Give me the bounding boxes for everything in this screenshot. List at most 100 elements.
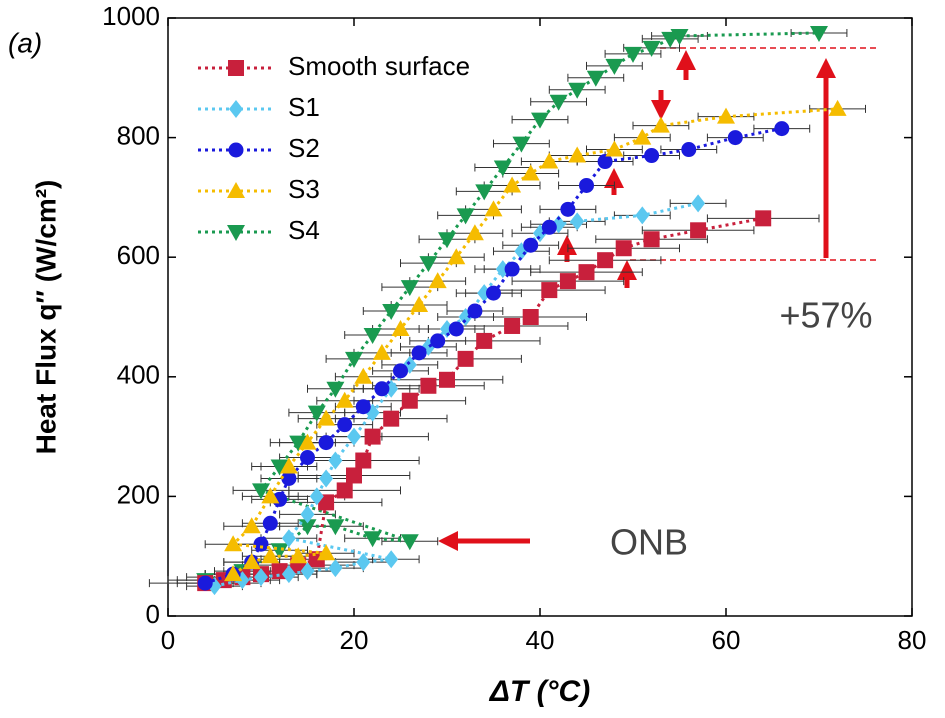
legend-marker	[228, 60, 244, 76]
x-tick-label: 60	[712, 625, 741, 655]
point	[261, 547, 280, 564]
legend-label: S3	[288, 174, 320, 204]
point	[597, 154, 613, 170]
point	[727, 130, 743, 146]
point	[410, 296, 429, 313]
point	[428, 272, 447, 289]
series-line	[204, 127, 783, 585]
legend-marker	[227, 182, 245, 198]
point	[345, 351, 363, 368]
panel-label: (a)	[8, 27, 42, 58]
point	[300, 450, 315, 466]
point	[568, 146, 587, 163]
point	[578, 264, 595, 281]
point	[635, 206, 650, 225]
point	[364, 428, 381, 445]
point	[317, 544, 336, 561]
point	[400, 534, 419, 551]
annotation: ONB	[610, 522, 688, 563]
point	[523, 237, 539, 253]
point	[224, 565, 243, 582]
point	[568, 82, 587, 99]
point	[254, 568, 268, 587]
point	[356, 553, 371, 572]
legend-label: S4	[288, 215, 320, 245]
point	[828, 99, 847, 116]
point	[411, 345, 427, 361]
x-tick-label: 40	[526, 625, 555, 655]
point	[242, 517, 261, 534]
point	[465, 224, 484, 241]
point	[253, 536, 269, 552]
point	[560, 201, 576, 217]
x-tick-label: 0	[161, 625, 175, 655]
point	[605, 140, 624, 157]
point	[504, 317, 521, 334]
legend-marker	[228, 142, 244, 158]
x-tick-label: 20	[340, 625, 369, 655]
point	[755, 210, 772, 227]
point	[279, 457, 298, 474]
x-axis-label: ΔT (°C)	[489, 675, 590, 708]
point	[355, 452, 372, 469]
point	[281, 565, 296, 584]
point	[419, 256, 438, 273]
annotation: +57%	[779, 295, 872, 336]
point	[374, 381, 390, 397]
point	[624, 46, 642, 63]
point	[642, 40, 661, 57]
point	[475, 184, 494, 201]
point	[457, 350, 474, 367]
point	[298, 433, 317, 450]
point	[570, 212, 585, 231]
point	[197, 575, 213, 591]
point	[309, 487, 324, 506]
point	[605, 58, 624, 75]
point	[347, 427, 361, 446]
point	[774, 121, 790, 137]
point	[336, 482, 353, 499]
point	[579, 177, 594, 193]
point	[521, 164, 540, 181]
point	[355, 399, 371, 415]
point	[504, 261, 520, 277]
point	[439, 371, 455, 388]
point	[328, 559, 343, 578]
point	[224, 535, 243, 552]
point	[691, 194, 706, 213]
point	[541, 282, 558, 299]
point	[486, 285, 501, 301]
point	[252, 483, 270, 500]
point	[261, 487, 280, 504]
point	[670, 28, 689, 45]
point	[549, 94, 568, 111]
point	[326, 381, 345, 398]
point	[401, 392, 418, 409]
y-tick-label: 200	[117, 479, 160, 509]
point	[597, 252, 614, 269]
legend-label: S2	[288, 133, 320, 163]
point	[690, 222, 707, 239]
point	[541, 219, 557, 235]
point	[318, 435, 334, 451]
legend-label: Smooth surface	[288, 51, 470, 81]
point	[363, 531, 382, 548]
point	[438, 232, 456, 249]
point	[382, 304, 401, 321]
point	[319, 469, 334, 488]
point	[383, 410, 400, 427]
point	[289, 547, 308, 564]
point	[300, 505, 315, 524]
point	[337, 417, 353, 433]
point	[300, 562, 315, 581]
point	[615, 240, 632, 257]
point	[400, 280, 419, 297]
annotation-shapes	[438, 47, 880, 551]
y-tick-label: 600	[117, 240, 160, 270]
point	[531, 112, 549, 129]
point	[643, 231, 660, 248]
point	[289, 435, 308, 452]
point	[503, 176, 522, 193]
point	[270, 459, 289, 476]
